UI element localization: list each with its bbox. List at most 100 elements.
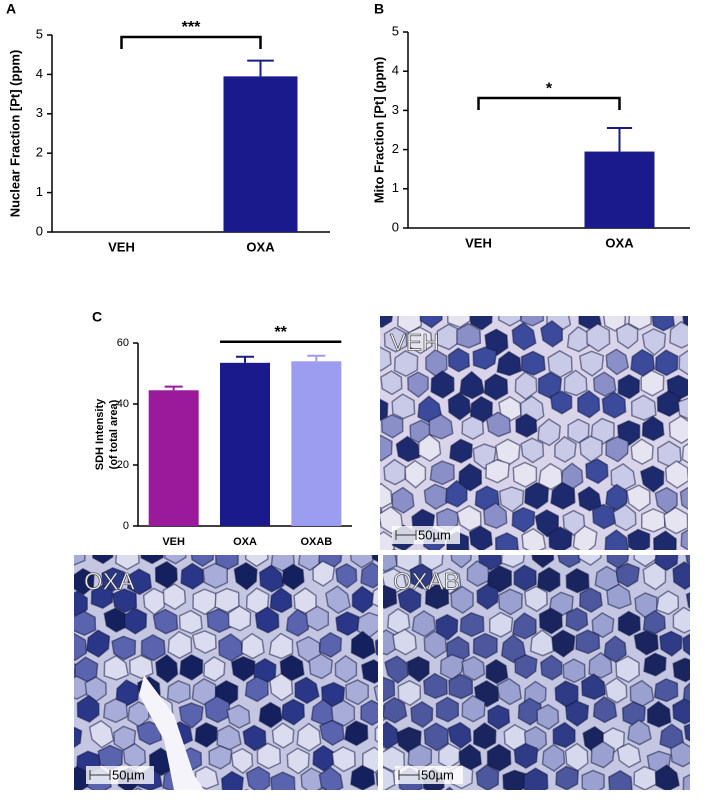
fiber <box>35 677 58 700</box>
fiber <box>695 517 708 542</box>
fiber <box>652 308 674 331</box>
fiber <box>142 635 166 661</box>
fiber <box>634 767 656 790</box>
fiber <box>361 700 383 725</box>
fiber <box>673 658 697 681</box>
fiber <box>499 300 521 326</box>
fiber <box>458 281 482 305</box>
fiber <box>359 505 382 531</box>
x-tick-label: VEH <box>108 239 135 254</box>
y-tick-label: 1 <box>36 184 43 199</box>
fiber <box>646 285 667 307</box>
y-tick-label: 3 <box>392 102 399 117</box>
error-bar <box>307 356 325 361</box>
fiber <box>66 676 88 699</box>
fiber <box>513 463 536 488</box>
fiber <box>260 791 282 795</box>
fiber <box>694 700 708 723</box>
fiber <box>697 741 708 766</box>
fiber <box>116 544 139 570</box>
y-axis-label: Mito Fraction [Pt] (ppm) <box>371 57 386 204</box>
fiber <box>345 534 367 559</box>
fiber <box>410 279 433 306</box>
fiber <box>47 608 69 634</box>
fiber <box>474 634 498 659</box>
fiber <box>356 368 378 393</box>
y-axis-label: SDH Intensity <box>94 398 106 470</box>
bar <box>585 152 655 228</box>
fiber <box>373 532 394 559</box>
fiber <box>345 486 369 509</box>
y-tick-label: 2 <box>392 141 399 156</box>
fiber <box>683 773 705 796</box>
fiber <box>356 420 380 446</box>
y-tick-label: 2 <box>36 145 43 160</box>
fiber <box>462 791 484 795</box>
significance-label: * <box>546 80 553 97</box>
image-label: VEH <box>390 329 439 356</box>
x-tick-label: OXAB <box>300 536 332 548</box>
scale-bar-label: 50µm <box>112 767 145 782</box>
fiber <box>697 554 708 579</box>
fiber <box>563 659 585 682</box>
y-tick-label: 5 <box>36 26 43 41</box>
fiber <box>141 539 163 564</box>
bar <box>291 361 341 526</box>
x-tick-label: OXA <box>233 536 257 548</box>
fiber <box>582 770 604 794</box>
fiber <box>130 656 153 679</box>
fiber <box>33 633 57 658</box>
significance-bracket <box>479 98 620 110</box>
y-tick-label: 0 <box>123 520 129 532</box>
fiber <box>700 653 708 678</box>
fiber <box>487 281 509 307</box>
fiber <box>462 416 483 439</box>
fiber <box>697 369 708 393</box>
fiber <box>671 742 693 766</box>
significance-label: ** <box>274 324 287 341</box>
x-tick-label: OXA <box>605 235 634 250</box>
fiber <box>49 750 73 775</box>
fiber <box>496 533 519 558</box>
y-tick-label: 4 <box>392 63 399 78</box>
fiber <box>536 284 558 310</box>
fiber <box>339 348 363 373</box>
fiber <box>673 699 696 724</box>
fiber <box>512 279 534 303</box>
fiber <box>93 538 113 563</box>
y-tick-label: 60 <box>117 337 129 349</box>
fiber <box>619 612 641 636</box>
fiber <box>434 285 458 309</box>
x-tick-label: VEH <box>465 235 492 250</box>
fiber <box>39 587 60 610</box>
micrograph: OXA 50µm <box>33 516 413 795</box>
fiber <box>355 323 378 349</box>
fiber <box>383 282 405 309</box>
y-axis-label: Nuclear Fraction [Pt] (ppm) <box>7 50 22 218</box>
x-tick-label: OXA <box>246 239 275 254</box>
fiber <box>362 660 385 683</box>
error-bar <box>607 128 632 152</box>
fiber <box>35 540 58 566</box>
fiber <box>696 462 708 487</box>
fiber <box>353 460 376 486</box>
y-tick-label: 1 <box>392 180 399 195</box>
fiber <box>47 699 70 727</box>
y-tick-label: 0 <box>392 219 399 234</box>
error-bar <box>165 387 183 391</box>
fiber <box>566 608 587 631</box>
fiber <box>539 792 562 796</box>
bar <box>149 390 199 526</box>
panel-label: B <box>374 1 384 17</box>
fiber <box>449 674 473 698</box>
fiber <box>694 415 708 439</box>
fiber <box>237 790 259 795</box>
significance-bracket <box>122 37 261 49</box>
fiber <box>49 520 72 545</box>
fiber <box>521 303 543 326</box>
fiber <box>338 434 361 462</box>
fiber <box>73 611 96 635</box>
y-tick-label: 3 <box>36 105 43 120</box>
